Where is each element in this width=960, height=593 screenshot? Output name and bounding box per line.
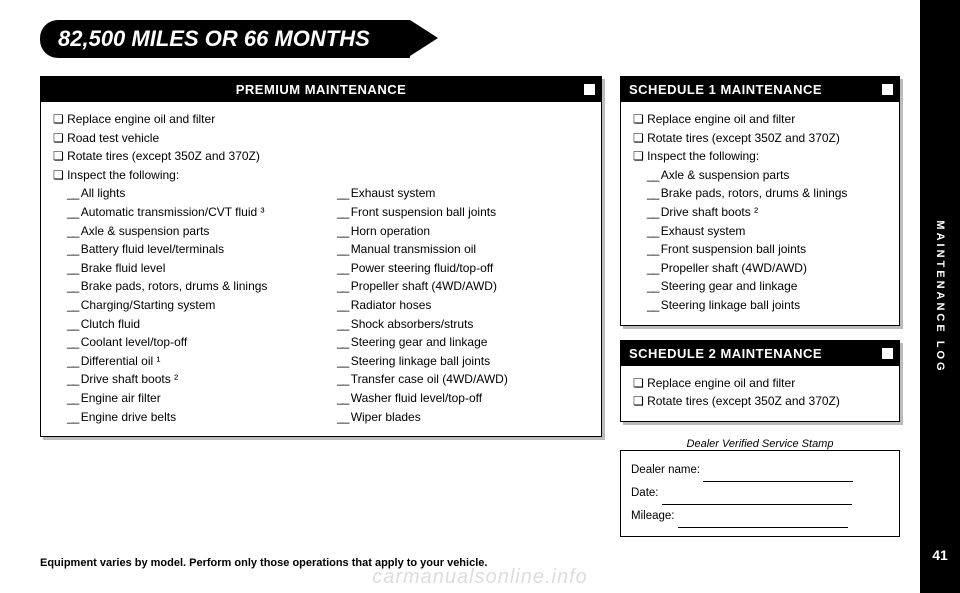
list-item: Road test vehicle	[53, 129, 589, 148]
list-item: Clutch fluid	[67, 315, 319, 334]
dealer-name-field[interactable]	[703, 470, 853, 482]
list-item: Exhaust system	[647, 222, 887, 241]
list-item: Rotate tires (except 350Z and 370Z)	[53, 147, 589, 166]
list-item: Automatic transmission/CVT fluid ³	[67, 203, 319, 222]
list-item: Front suspension ball joints	[647, 240, 887, 259]
list-item: Transfer case oil (4WD/AWD)	[337, 370, 589, 389]
mileage-field[interactable]	[678, 516, 848, 528]
list-item: Axle & suspension parts	[67, 222, 319, 241]
stop-icon	[584, 84, 595, 95]
premium-bullets: Replace engine oil and filter Road test …	[53, 110, 589, 184]
schedule-1-card: SCHEDULE 1 MAINTENANCE Replace engine oi…	[620, 76, 900, 326]
list-item: Shock absorbers/struts	[337, 315, 589, 334]
list-item: Battery fluid level/terminals	[67, 240, 319, 259]
list-item: Rotate tires (except 350Z and 370Z)	[633, 129, 887, 148]
list-item: Engine air filter	[67, 389, 319, 408]
schedule-1-checklist: Axle & suspension parts Brake pads, roto…	[633, 166, 887, 315]
schedule-1-header: SCHEDULE 1 MAINTENANCE	[621, 77, 899, 102]
list-item: Radiator hoses	[337, 296, 589, 315]
stop-icon	[882, 348, 893, 359]
schedule-2-bullets: Replace engine oil and filter Rotate tir…	[633, 374, 887, 411]
list-item: Brake pads, rotors, drums & linings	[67, 277, 319, 296]
stop-icon	[882, 84, 893, 95]
premium-checklist-left: All lights Automatic transmission/CVT fl…	[67, 184, 319, 426]
list-item: Engine drive belts	[67, 408, 319, 427]
dealer-stamp-section: Dealer Verified Service Stamp Dealer nam…	[620, 436, 900, 537]
list-item: Wiper blades	[337, 408, 589, 427]
list-item: Coolant level/top-off	[67, 333, 319, 352]
schedule-2-header: SCHEDULE 2 MAINTENANCE	[621, 341, 899, 366]
premium-maintenance-card: PREMIUM MAINTENANCE Replace engine oil a…	[40, 76, 602, 437]
list-item: Steering gear and linkage	[337, 333, 589, 352]
dealer-name-label: Dealer name:	[631, 464, 700, 476]
list-item: Brake fluid level	[67, 259, 319, 278]
list-item: Replace engine oil and filter	[633, 110, 887, 129]
premium-header-text: PREMIUM MAINTENANCE	[236, 82, 407, 97]
sidebar-label: MAINTENANCE LOG	[934, 220, 946, 373]
list-item: Inspect the following:	[53, 166, 589, 185]
list-item: Steering linkage ball joints	[647, 296, 887, 315]
list-item: Drive shaft boots ²	[67, 370, 319, 389]
premium-header: PREMIUM MAINTENANCE	[41, 77, 601, 102]
list-item: Charging/Starting system	[67, 296, 319, 315]
list-item: Brake pads, rotors, drums & linings	[647, 184, 887, 203]
list-item: Manual transmission oil	[337, 240, 589, 259]
date-field[interactable]	[662, 493, 852, 505]
list-item: Inspect the following:	[633, 147, 887, 166]
list-item: Drive shaft boots ²	[647, 203, 887, 222]
list-item: Steering gear and linkage	[647, 277, 887, 296]
premium-checklist-right: Exhaust system Front suspension ball joi…	[337, 184, 589, 426]
schedule-1-header-text: SCHEDULE 1 MAINTENANCE	[629, 82, 822, 97]
list-item: Front suspension ball joints	[337, 203, 589, 222]
list-item: Replace engine oil and filter	[53, 110, 589, 129]
list-item: Propeller shaft (4WD/AWD)	[647, 259, 887, 278]
stamp-title: Dealer Verified Service Stamp	[620, 438, 900, 450]
stamp-box: Dealer name: Date: Mileage:	[620, 450, 900, 537]
list-item: Steering linkage ball joints	[337, 352, 589, 371]
list-item: Exhaust system	[337, 184, 589, 203]
list-item: Washer fluid level/top-off	[337, 389, 589, 408]
footnote: Equipment varies by model. Perform only …	[40, 557, 487, 569]
list-item: All lights	[67, 184, 319, 203]
list-item: Differential oil ¹	[67, 352, 319, 371]
date-label: Date:	[631, 487, 659, 499]
schedule-2-header-text: SCHEDULE 2 MAINTENANCE	[629, 346, 822, 361]
list-item: Replace engine oil and filter	[633, 374, 887, 393]
page-title: 82,500 MILES OR 66 MONTHS	[40, 20, 410, 58]
schedule-1-bullets: Replace engine oil and filter Rotate tir…	[633, 110, 887, 166]
list-item: Horn operation	[337, 222, 589, 241]
schedule-2-card: SCHEDULE 2 MAINTENANCE Replace engine oi…	[620, 340, 900, 422]
list-item: Axle & suspension parts	[647, 166, 887, 185]
list-item: Propeller shaft (4WD/AWD)	[337, 277, 589, 296]
mileage-label: Mileage:	[631, 510, 674, 522]
list-item: Rotate tires (except 350Z and 370Z)	[633, 392, 887, 411]
sidebar: MAINTENANCE LOG 41	[920, 0, 960, 593]
list-item: Power steering fluid/top-off	[337, 259, 589, 278]
page-number: 41	[932, 547, 948, 563]
